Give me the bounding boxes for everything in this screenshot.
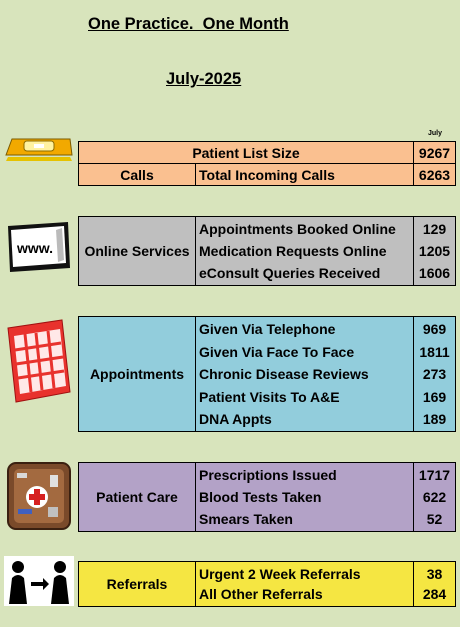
appointments-row-value: 189 bbox=[422, 411, 447, 427]
appointments-label: Appointments bbox=[78, 316, 196, 432]
patient-care-row-label: Prescriptions Issued bbox=[199, 467, 337, 483]
referral-people-icon bbox=[4, 556, 74, 606]
telephone-icon bbox=[4, 133, 74, 163]
referrals-label: Referrals bbox=[78, 561, 196, 607]
appointments-row-label: DNA Appts bbox=[199, 411, 272, 427]
appointments-row-label: Given Via Face To Face bbox=[199, 343, 355, 360]
appointments-row-value: 1811 bbox=[419, 343, 450, 360]
appointments-rows: Given Via Telephone Given Via Face To Fa… bbox=[195, 316, 414, 432]
patient-care-row-value: 52 bbox=[426, 511, 443, 527]
referrals-row-label: Urgent 2 Week Referrals bbox=[199, 566, 361, 582]
appointments-row-value: 969 bbox=[422, 321, 447, 337]
patient-care-values: 1717 622 52 bbox=[413, 462, 456, 532]
patient-care-label: Patient Care bbox=[78, 462, 196, 532]
referrals-row-value: 284 bbox=[422, 586, 447, 602]
appointments-row-value: 273 bbox=[422, 366, 447, 382]
column-month-label: July bbox=[428, 130, 443, 137]
page-title: One Practice. One Month bbox=[88, 15, 289, 33]
referrals-row-label: All Other Referrals bbox=[199, 586, 323, 602]
web-browser-icon: www. bbox=[4, 220, 74, 278]
online-services-values: 129 1205 1606 bbox=[413, 216, 456, 286]
appointments-row-value: 169 bbox=[422, 388, 447, 405]
appointments-row-label: Given Via Telephone bbox=[199, 321, 336, 337]
online-services-rows: Appointments Booked Online Medication Re… bbox=[195, 216, 414, 286]
patient-care-row-value: 1717 bbox=[418, 467, 451, 483]
calendar-icon bbox=[4, 318, 74, 404]
patient-care-row-value: 622 bbox=[422, 489, 447, 505]
medical-kit-icon bbox=[4, 461, 74, 531]
online-row-value: 129 bbox=[422, 221, 447, 237]
total-incoming-calls-label: Total Incoming Calls bbox=[195, 163, 414, 186]
patient-care-row-label: Smears Taken bbox=[199, 511, 293, 527]
referrals-row-value: 38 bbox=[426, 566, 443, 582]
online-row-label: Appointments Booked Online bbox=[199, 221, 396, 237]
report-period: July-2025 bbox=[166, 70, 242, 88]
appointments-values: 969 1811 273 169 189 bbox=[413, 316, 456, 432]
online-row-value: 1606 bbox=[418, 265, 451, 281]
referrals-rows: Urgent 2 Week Referrals All Other Referr… bbox=[195, 561, 414, 607]
appointments-row-label: Patient Visits To A&E bbox=[199, 388, 340, 405]
patient-list-size-label: Patient List Size bbox=[78, 141, 414, 164]
patient-care-rows: Prescriptions Issued Blood Tests Taken S… bbox=[195, 462, 414, 532]
total-incoming-calls-value: 6263 bbox=[413, 163, 456, 186]
online-row-label: eConsult Queries Received bbox=[199, 265, 381, 281]
referrals-values: 38 284 bbox=[413, 561, 456, 607]
online-row-label: Medication Requests Online bbox=[199, 243, 387, 259]
calls-section-label: Calls bbox=[78, 163, 196, 186]
online-row-value: 1205 bbox=[418, 243, 451, 259]
online-services-label: Online Services bbox=[78, 216, 196, 286]
patient-care-row-label: Blood Tests Taken bbox=[199, 489, 322, 505]
patient-list-size-value: 9267 bbox=[413, 141, 456, 164]
appointments-row-label: Chronic Disease Reviews bbox=[199, 366, 369, 382]
svg-text:www.: www. bbox=[16, 240, 53, 256]
